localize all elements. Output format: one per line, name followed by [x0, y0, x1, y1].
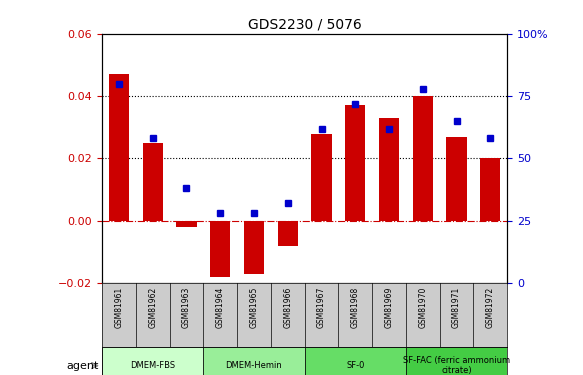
Bar: [480, 158, 500, 221]
Bar: [102, 347, 203, 375]
Bar: [413, 96, 433, 221]
Title: GDS2230 / 5076: GDS2230 / 5076: [248, 17, 361, 31]
Bar: [278, 221, 298, 246]
Bar: [311, 134, 332, 221]
Text: GSM81971: GSM81971: [452, 286, 461, 328]
Bar: [406, 347, 507, 375]
Text: GSM81961: GSM81961: [114, 286, 124, 328]
Bar: [304, 347, 406, 375]
Text: SF-FAC (ferric ammonium
citrate): SF-FAC (ferric ammonium citrate): [403, 356, 510, 375]
Bar: [109, 74, 129, 221]
Text: GSM81967: GSM81967: [317, 286, 326, 328]
Text: GSM81970: GSM81970: [418, 286, 427, 328]
Bar: [142, 143, 163, 221]
Text: GSM81964: GSM81964: [216, 286, 224, 328]
Bar: [447, 136, 466, 221]
Text: GSM81968: GSM81968: [351, 286, 360, 328]
Text: DMEM-FBS: DMEM-FBS: [130, 361, 175, 370]
Bar: [244, 221, 264, 274]
Text: GSM81965: GSM81965: [250, 286, 258, 328]
Bar: [203, 347, 304, 375]
Text: GSM81972: GSM81972: [486, 286, 495, 328]
Bar: [379, 118, 399, 221]
Text: agent: agent: [66, 361, 99, 370]
Text: GSM81963: GSM81963: [182, 286, 191, 328]
Text: GSM81966: GSM81966: [283, 286, 292, 328]
Bar: [345, 105, 366, 221]
Text: SF-0: SF-0: [346, 361, 364, 370]
Text: DMEM-Hemin: DMEM-Hemin: [226, 361, 282, 370]
Bar: [210, 221, 230, 277]
Text: GSM81969: GSM81969: [385, 286, 394, 328]
Bar: [176, 221, 196, 227]
Text: GSM81962: GSM81962: [148, 286, 157, 328]
